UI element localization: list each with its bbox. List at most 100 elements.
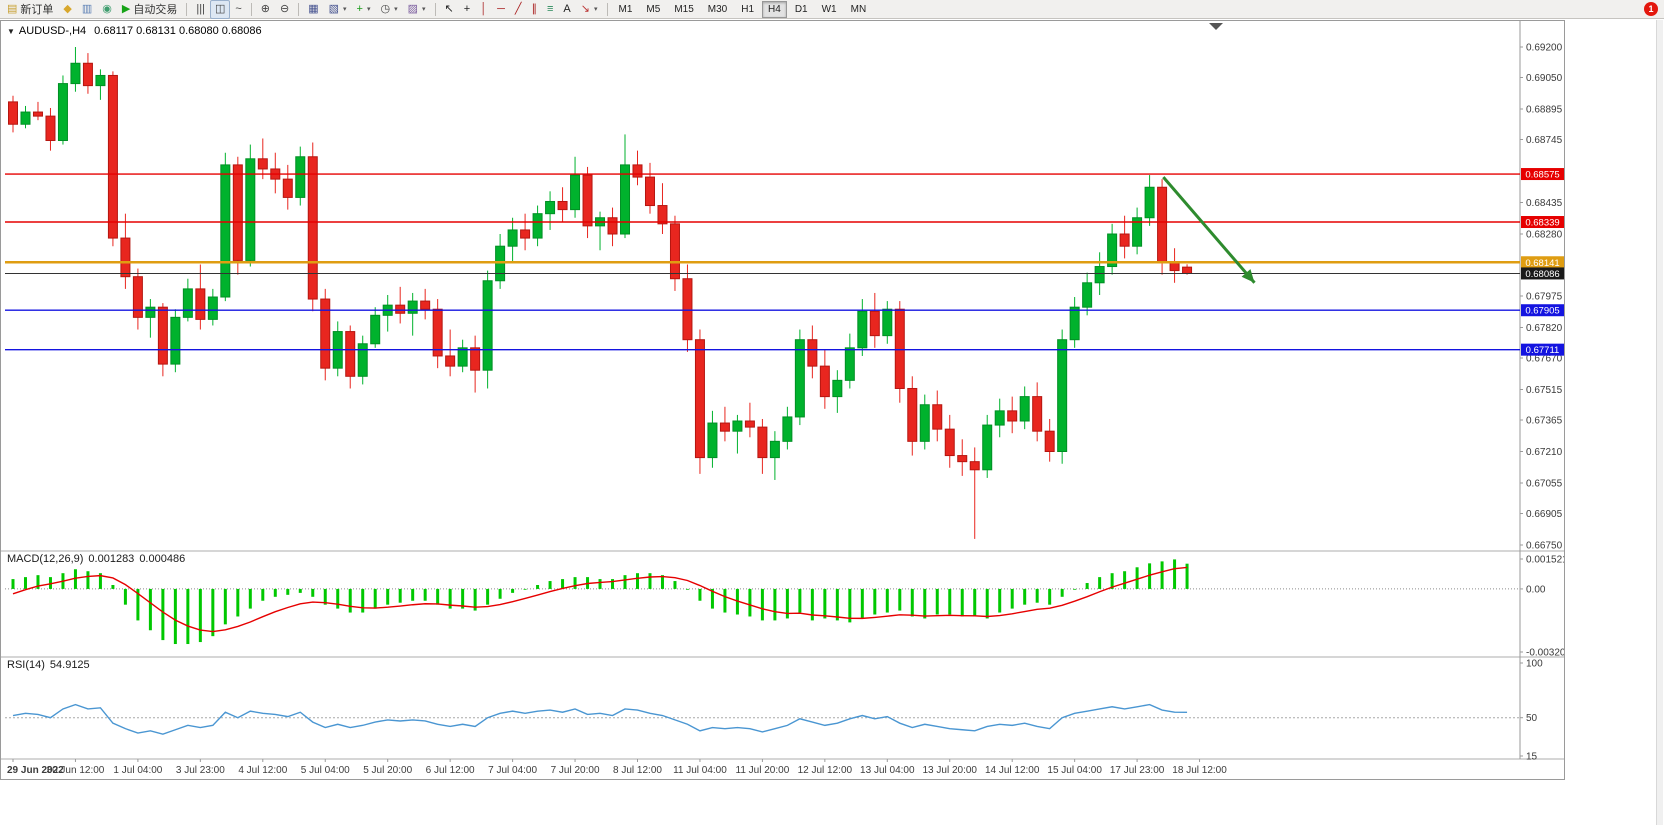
svg-text:0.66905: 0.66905 [1526,509,1563,520]
svg-text:6 Jul 12:00: 6 Jul 12:00 [426,765,475,776]
chart-canvas[interactable]: 0.69200 0.69050 0.68895 0.68745 0.68435 0.682… [1,21,1571,779]
bar-chart-button[interactable]: ||| [191,0,210,19]
templates-button[interactable]: ▨ ▾ [403,0,431,19]
chevron-down-icon[interactable]: ▾ [422,6,426,13]
text-button[interactable]: A [558,0,575,19]
tf-mn-button[interactable]: MN [845,1,873,18]
chevron-down-icon[interactable]: ▼ [7,27,15,36]
svg-text:0.67905: 0.67905 [1525,306,1559,317]
svg-text:17 Jul 23:00: 17 Jul 23:00 [1110,765,1165,776]
tf-mn-button-label: MN [850,3,867,15]
periods-button[interactable]: ◷ ▾ [376,0,403,19]
crosshair-button[interactable]: + [459,0,475,19]
svg-text:13 Jul 20:00: 13 Jul 20:00 [923,765,978,776]
tf-m1-button[interactable]: M1 [613,1,639,18]
price-level-0.68575[interactable]: 0.68575 [5,168,1564,181]
svg-text:0.68435: 0.68435 [1526,198,1563,209]
svg-text:14 Jul 12:00: 14 Jul 12:00 [985,765,1040,776]
svg-text:5 Jul 20:00: 5 Jul 20:00 [363,765,412,776]
new-order-icon: ▤ [7,2,18,15]
trendline-button[interactable]: ╱ [510,0,527,19]
bar-chart-icon: ||| [196,2,205,15]
svg-text:100: 100 [1526,659,1543,670]
horizontal-line-icon: ─ [497,2,505,15]
svg-text:0.001521: 0.001521 [1526,555,1564,566]
metaeditor-button[interactable]: ◆ [58,0,76,19]
tf-d1-button[interactable]: D1 [789,1,814,18]
rsi-label: RSI(14) 54.9125 [7,659,95,671]
chart-shift-marker[interactable] [1209,23,1223,30]
channel-button[interactable]: ∥ [527,0,543,19]
rsi-panel[interactable]: 100 50 15 [5,659,1543,763]
svg-text:5 Jul 04:00: 5 Jul 04:00 [301,765,350,776]
tf-m30-button[interactable]: M30 [702,1,733,18]
arrows-button[interactable]: ↘ ▾ [576,0,603,19]
vertical-line-button[interactable]: │ [475,0,492,19]
svg-text:0.67820: 0.67820 [1526,323,1563,334]
svg-text:0.67210: 0.67210 [1526,447,1563,458]
chevron-down-icon[interactable]: ▾ [593,6,598,13]
chevron-down-icon[interactable]: ▾ [343,6,347,13]
line-chart-button[interactable]: ~ [230,0,246,19]
navigator-button[interactable]: ◉ [97,0,117,19]
svg-text:13 Jul 04:00: 13 Jul 04:00 [860,765,915,776]
price-level-0.68141[interactable]: 0.68141 [5,256,1564,269]
price-axis-ticks: 0.69200 0.69050 0.68895 0.68745 0.68435 0.682… [1520,43,1563,552]
tf-h4-button[interactable]: H4 [762,0,787,18]
indicators-icon: + [356,2,363,15]
toolbar-separator [298,2,300,16]
toolbar: ▤ 新订单 ◆ ▥ ◉ ▶ 自动交易 ||| ◫ ~ ⊕ ⊖ ▦ ▧ ▾ + ▾ ◷ ▾ ▨ ▾ ↖ + │ ─ ╱ ∥ ≡ A ↘ ▾ M1… [0,0,1664,19]
price-level-0.67711[interactable]: 0.67711 [5,343,1564,357]
cursor-icon: ↖ [444,2,454,15]
trend-arrow[interactable] [1162,176,1256,284]
candles[interactable] [8,47,1193,539]
autotrading-button-label: 自动交易 [133,4,178,16]
svg-text:0.00: 0.00 [1526,584,1546,595]
svg-text:15: 15 [1526,752,1538,763]
macd-panel[interactable]: 0.001521 0.00 -0.003205 [5,555,1571,659]
notification-badge[interactable]: 1 [1644,2,1658,16]
cursor-button[interactable]: ↖ [440,0,459,19]
tf-m15-button[interactable]: M15 [668,1,699,18]
tile-windows-button[interactable]: ▦ [303,0,323,19]
zoom-in-button[interactable]: ⊕ [256,0,275,19]
panel-separators[interactable] [1,550,1564,760]
svg-text:12 Jul 12:00: 12 Jul 12:00 [798,765,853,776]
svg-text:0.68339: 0.68339 [1525,218,1559,229]
svg-text:0.67975: 0.67975 [1526,292,1563,303]
fibonacci-button[interactable]: ≡ [542,0,558,19]
candlestick-button[interactable]: ◫ [209,0,231,19]
chevron-down-icon[interactable]: ▾ [366,6,371,13]
rsi-indicator-name: RSI(14) [7,659,45,671]
horizontal-line-button[interactable]: ─ [492,0,510,19]
price-level-0.67905[interactable]: 0.67905 [5,304,1564,317]
crosshair-icon: + [463,2,471,15]
new-chart-icon: ▧ [328,2,340,15]
tf-h1-button[interactable]: H1 [735,1,760,18]
new-chart-button[interactable]: ▧ ▾ [324,0,352,19]
market-watch-button[interactable]: ▥ [77,0,97,19]
chart-window[interactable]: ▼ AUDUSD-,H4 0.68117 0.68131 0.68080 0.680… [0,20,1571,780]
autotrading-button[interactable]: ▶ 自动交易 [117,0,182,19]
new-order-button[interactable]: ▤ 新订单 [2,0,58,19]
macd-indicator-name: MACD(12,26,9) [7,553,84,565]
tf-m5-button[interactable]: M5 [640,1,666,18]
tf-m30-button-label: M30 [707,3,728,15]
price-axis[interactable]: 0.69200 0.69050 0.68895 0.68745 0.68435 0.682… [1519,21,1563,759]
toolbar-group: ▦ ▧ ▾ + ▾ ◷ ▾ ▨ ▾ [303,0,430,18]
svg-text:7 Jul 20:00: 7 Jul 20:00 [551,765,600,776]
right-scrollbar[interactable] [1656,20,1663,825]
svg-text:-0.003205: -0.003205 [1526,648,1564,659]
tf-w1-button[interactable]: W1 [816,1,843,18]
svg-text:0.67515: 0.67515 [1526,385,1563,396]
indicators-button[interactable]: + ▾ [352,0,376,19]
tf-h4-button-label: H4 [768,3,781,15]
template-icon: ▨ [407,2,419,15]
price-level-lines[interactable]: 0.68575 0.68339 0.68141 0.67905 0.67711 [5,168,1564,356]
chevron-down-icon[interactable]: ▾ [394,6,398,13]
svg-text:3 Jul 23:00: 3 Jul 23:00 [176,765,225,776]
svg-text:0.68895: 0.68895 [1526,104,1563,115]
zoom-out-button[interactable]: ⊖ [275,0,294,19]
price-level-0.68339[interactable]: 0.68339 [5,216,1564,229]
